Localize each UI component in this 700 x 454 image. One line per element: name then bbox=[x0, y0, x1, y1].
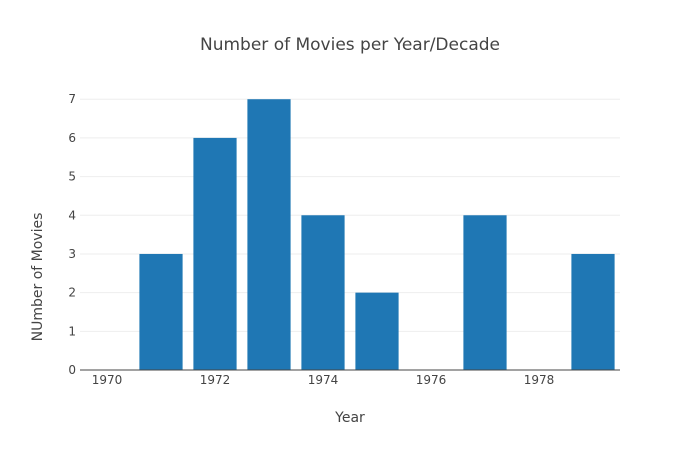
y-tick-label: 4 bbox=[68, 208, 76, 222]
y-tick-label: 7 bbox=[68, 92, 76, 106]
y-tick-label: 1 bbox=[68, 324, 76, 338]
y-tick-label: 5 bbox=[68, 170, 76, 184]
y-tick-label: 3 bbox=[68, 247, 76, 261]
y-tick-label: 2 bbox=[68, 286, 76, 300]
chart-title: Number of Movies per Year/Decade bbox=[200, 35, 500, 55]
y-axis-title: NUmber of Movies bbox=[30, 213, 46, 342]
bar bbox=[463, 215, 507, 370]
bar bbox=[193, 137, 237, 370]
y-axis-ticks: 0 1 2 3 4 5 6 7 bbox=[68, 92, 76, 377]
bar-series bbox=[139, 99, 615, 371]
bar bbox=[301, 215, 345, 370]
bar bbox=[571, 253, 615, 370]
x-tick-label: 1978 bbox=[524, 373, 555, 387]
x-tick-label: 1972 bbox=[200, 373, 231, 387]
y-tick-label: 6 bbox=[68, 131, 76, 145]
x-tick-label: 1974 bbox=[308, 373, 339, 387]
bar bbox=[355, 292, 399, 370]
bar bbox=[139, 253, 183, 370]
y-tick-label: 0 bbox=[68, 363, 76, 377]
x-axis-ticks: 1970 1972 1974 1976 1978 bbox=[92, 373, 555, 387]
bar bbox=[247, 99, 291, 371]
x-axis-title: Year bbox=[334, 410, 365, 426]
x-tick-label: 1976 bbox=[416, 373, 447, 387]
x-tick-label: 1970 bbox=[92, 373, 123, 387]
